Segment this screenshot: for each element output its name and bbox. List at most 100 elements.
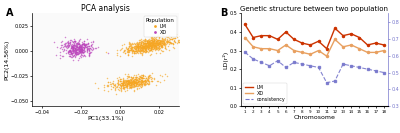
Point [86,54,92,56]
Point [146,47,153,49]
Point [154,44,160,46]
Point [105,84,112,86]
Point [132,48,139,50]
Point [140,50,146,52]
Point [154,43,161,45]
Point [105,52,111,54]
Point [139,80,146,82]
Point [85,43,91,45]
Point [156,40,163,42]
Point [76,43,82,45]
Point [115,82,121,84]
Point [148,48,154,50]
Point [66,49,72,51]
Point [121,43,128,45]
Point [166,39,172,41]
Point [133,74,140,76]
Point [126,86,133,88]
Point [137,76,144,78]
Point [76,45,82,47]
Point [166,36,172,39]
Point [158,44,165,46]
Point [72,40,78,42]
Point [125,47,131,49]
Point [124,79,130,81]
Point [138,77,144,79]
Point [120,85,127,88]
Point [152,45,159,47]
Point [160,40,166,42]
Point [150,77,157,79]
Point [144,43,151,45]
Point [124,80,131,82]
Point [146,45,153,47]
Point [153,46,160,48]
Point [130,52,137,54]
Point [138,80,145,82]
Point [72,56,78,58]
Point [118,88,124,90]
Point [152,45,159,47]
Point [124,84,131,86]
Point [79,45,85,47]
Point [125,81,131,83]
Point [158,45,164,47]
Point [62,44,68,46]
Point [126,82,132,84]
Point [139,84,146,86]
Point [66,43,73,45]
Point [67,50,73,52]
Point [82,43,88,45]
Point [149,43,156,45]
Point [121,79,128,81]
Point [79,48,85,50]
Point [133,49,140,51]
Point [70,47,76,49]
consistency [373,70,378,72]
Point [72,51,79,53]
Point [129,82,136,84]
Point [145,43,152,45]
Point [131,42,138,44]
Point [67,41,73,43]
Point [88,51,94,53]
Point [142,81,148,83]
Point [60,46,66,48]
Point [105,85,111,88]
Point [132,77,139,79]
Point [142,38,148,40]
Point [72,52,78,54]
Point [144,42,150,44]
Point [141,43,147,45]
consistency [349,65,354,67]
Point [149,36,155,38]
Point [143,47,150,49]
Point [147,42,153,44]
Point [130,76,136,78]
Point [141,39,148,41]
Point [132,80,138,82]
Point [149,46,156,48]
Point [118,85,124,87]
Point [65,46,72,48]
Point [152,41,159,43]
Point [150,47,157,49]
Point [162,40,169,42]
Point [147,42,153,44]
Point [156,37,162,40]
Point [134,51,141,53]
Point [144,40,151,42]
Point [128,80,134,83]
Point [162,38,168,40]
Point [138,42,144,44]
Point [82,43,89,45]
Point [88,45,94,47]
Point [145,79,151,81]
Point [150,44,157,46]
Point [135,47,142,49]
Point [119,82,125,84]
Point [154,39,161,41]
Point [68,52,75,55]
Point [116,49,123,52]
Point [70,49,77,51]
